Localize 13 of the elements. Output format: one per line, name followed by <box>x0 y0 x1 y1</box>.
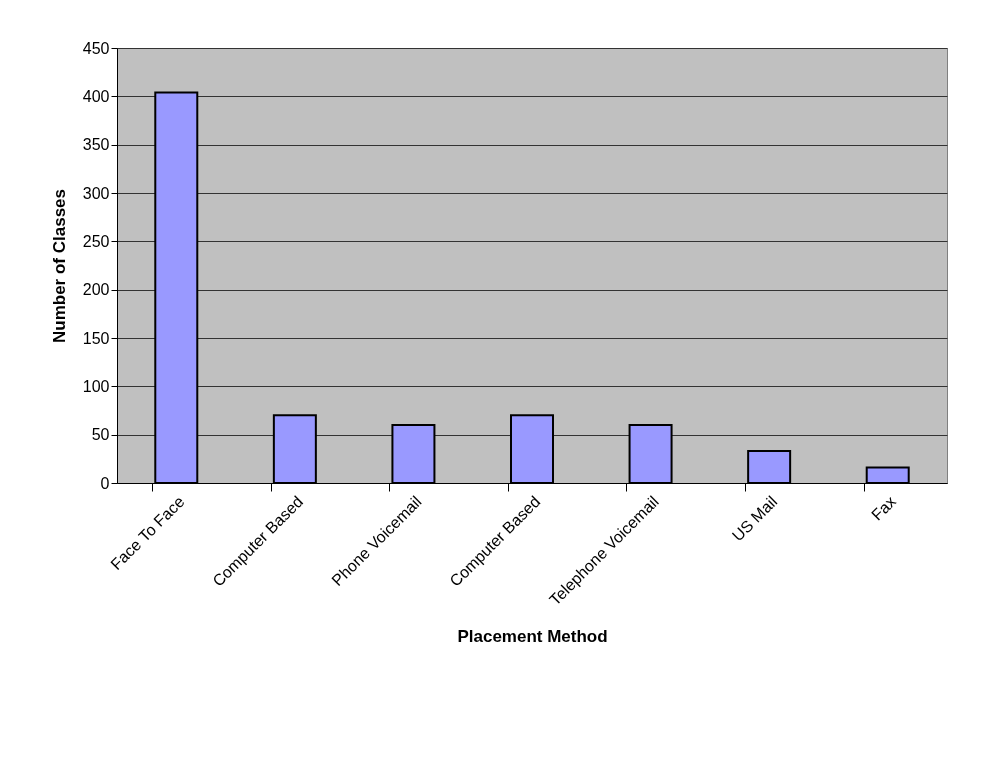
y-tick-label: 350 <box>82 136 110 154</box>
y-tick-label: 250 <box>82 232 110 250</box>
y-tick-label: 100 <box>82 377 110 395</box>
y-tick-label: 300 <box>82 184 110 202</box>
y-axis-title: Number of Classes <box>49 189 69 343</box>
y-tick-label: 0 <box>100 474 110 492</box>
y-tick-label: 450 <box>82 39 110 57</box>
y-tick-label: 50 <box>91 426 110 444</box>
x-tick-label: Fax <box>868 492 900 524</box>
y-tick-label: 400 <box>82 87 110 105</box>
y-tick-label: 150 <box>82 329 110 347</box>
x-axis-title: Placement Method <box>457 626 608 646</box>
y-tick-label: 200 <box>82 281 110 299</box>
